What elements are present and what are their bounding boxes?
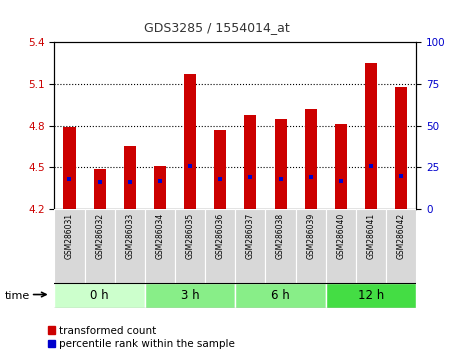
FancyBboxPatch shape [235,209,265,283]
Text: GSM286031: GSM286031 [65,212,74,259]
Text: GSM286039: GSM286039 [306,212,315,259]
FancyBboxPatch shape [114,209,145,283]
FancyBboxPatch shape [145,283,235,308]
FancyBboxPatch shape [54,283,145,308]
FancyBboxPatch shape [54,209,85,283]
FancyBboxPatch shape [326,209,356,283]
Bar [124,147,136,209]
Bar [395,87,407,209]
Bar [214,130,226,209]
Text: GSM286033: GSM286033 [125,212,134,259]
FancyBboxPatch shape [326,283,416,308]
FancyBboxPatch shape [85,209,114,283]
Text: 0 h: 0 h [90,289,109,302]
Bar [154,166,166,209]
Text: GSM286036: GSM286036 [216,212,225,259]
Legend: transformed count, percentile rank within the sample: transformed count, percentile rank withi… [48,326,235,349]
FancyBboxPatch shape [205,209,235,283]
Bar [245,115,256,209]
Text: GSM286040: GSM286040 [336,212,345,259]
Text: GSM286034: GSM286034 [156,212,165,259]
Bar [365,63,377,209]
Text: GSM286038: GSM286038 [276,212,285,259]
Text: GSM286035: GSM286035 [185,212,194,259]
Bar [63,127,76,209]
FancyBboxPatch shape [235,283,326,308]
Text: 12 h: 12 h [358,289,384,302]
Text: time: time [5,291,30,301]
Text: GDS3285 / 1554014_at: GDS3285 / 1554014_at [144,21,290,34]
Text: GSM286037: GSM286037 [246,212,255,259]
Bar [94,169,105,209]
FancyBboxPatch shape [145,209,175,283]
Text: 6 h: 6 h [271,289,290,302]
Text: GSM286032: GSM286032 [95,212,104,259]
Text: GSM286042: GSM286042 [397,212,406,259]
FancyBboxPatch shape [175,209,205,283]
FancyBboxPatch shape [296,209,326,283]
Bar [335,124,347,209]
Text: GSM286041: GSM286041 [367,212,376,259]
FancyBboxPatch shape [386,209,416,283]
Bar [274,119,287,209]
Bar [305,109,317,209]
FancyBboxPatch shape [265,209,296,283]
Bar [184,74,196,209]
Text: 3 h: 3 h [181,289,200,302]
FancyBboxPatch shape [356,209,386,283]
